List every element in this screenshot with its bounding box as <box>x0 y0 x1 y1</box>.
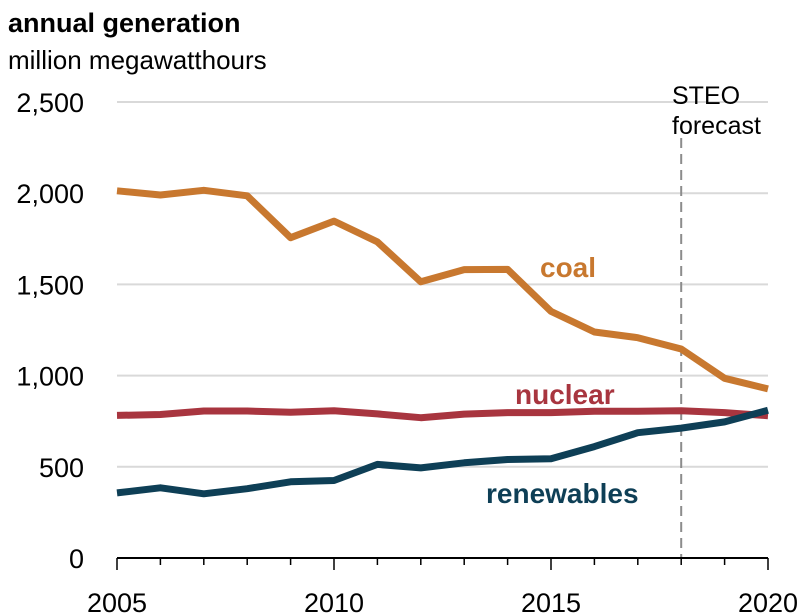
series-line-coal <box>116 186 769 393</box>
ytick-label-1500: 1,500 <box>16 270 84 300</box>
series-labels: coal nuclear renewables <box>486 252 639 509</box>
ytick-label-2500: 2,500 <box>16 88 84 118</box>
series-lines <box>116 186 769 498</box>
chart-subtitle: million megawatthours <box>8 45 267 75</box>
xtick-label-2010: 2010 <box>304 588 364 616</box>
axes: 0 500 1,000 1,500 2,000 2,500 2005 2010 2015 2020 <box>16 88 798 616</box>
series-label-nuclear: nuclear <box>515 379 615 410</box>
ytick-label-500: 500 <box>39 453 84 483</box>
series-label-coal: coal <box>540 252 596 283</box>
xtick-label-2005: 2005 <box>87 588 147 616</box>
forecast-label-line-2: forecast <box>672 112 761 140</box>
series-label-renewables: renewables <box>486 478 639 509</box>
ytick-label-2000: 2,000 <box>16 179 84 209</box>
chart-title: annual generation <box>8 8 241 38</box>
xtick-label-2020: 2020 <box>738 588 798 616</box>
series-line-renewables <box>116 406 769 498</box>
ytick-label-0: 0 <box>69 544 84 574</box>
forecast-label-line-1: STEO <box>672 82 740 110</box>
xtick-label-2015: 2015 <box>521 588 581 616</box>
series-line-nuclear <box>116 407 769 422</box>
ytick-label-1000: 1,000 <box>16 362 84 392</box>
